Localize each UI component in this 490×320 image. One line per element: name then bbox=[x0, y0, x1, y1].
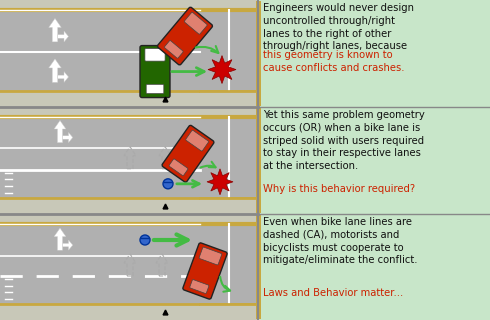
Polygon shape bbox=[63, 132, 73, 143]
FancyBboxPatch shape bbox=[200, 91, 258, 107]
Text: Why is this behavior required?: Why is this behavior required? bbox=[263, 184, 415, 194]
FancyBboxPatch shape bbox=[200, 304, 258, 320]
Text: Even when bike lane lines are
dashed (CA), motorists and
bicyclists must coopera: Even when bike lane lines are dashed (CA… bbox=[263, 217, 417, 265]
Polygon shape bbox=[49, 59, 61, 82]
FancyBboxPatch shape bbox=[140, 45, 170, 98]
FancyBboxPatch shape bbox=[169, 159, 188, 176]
Polygon shape bbox=[208, 56, 236, 84]
FancyBboxPatch shape bbox=[0, 304, 258, 320]
Polygon shape bbox=[58, 72, 69, 82]
FancyBboxPatch shape bbox=[165, 41, 183, 58]
Text: Yet this same problem geometry
occurs (OR) when a bike lane is
striped solid wit: Yet this same problem geometry occurs (O… bbox=[263, 110, 425, 171]
FancyBboxPatch shape bbox=[200, 224, 258, 304]
FancyBboxPatch shape bbox=[0, 214, 258, 224]
Circle shape bbox=[163, 179, 173, 189]
Polygon shape bbox=[54, 228, 66, 250]
FancyBboxPatch shape bbox=[0, 214, 258, 320]
FancyBboxPatch shape bbox=[186, 130, 209, 151]
FancyBboxPatch shape bbox=[0, 107, 258, 117]
FancyBboxPatch shape bbox=[0, 198, 258, 214]
Text: this geometry is known to
cause conflicts and crashes.: this geometry is known to cause conflict… bbox=[263, 50, 405, 73]
FancyBboxPatch shape bbox=[0, 0, 258, 10]
FancyBboxPatch shape bbox=[0, 0, 258, 107]
FancyBboxPatch shape bbox=[184, 12, 207, 34]
FancyBboxPatch shape bbox=[256, 215, 261, 319]
Polygon shape bbox=[207, 169, 233, 195]
FancyBboxPatch shape bbox=[190, 280, 209, 293]
Circle shape bbox=[140, 235, 150, 245]
FancyBboxPatch shape bbox=[199, 247, 222, 265]
FancyBboxPatch shape bbox=[256, 1, 261, 106]
FancyBboxPatch shape bbox=[0, 91, 258, 107]
Polygon shape bbox=[54, 121, 66, 143]
Polygon shape bbox=[49, 19, 61, 42]
FancyBboxPatch shape bbox=[200, 10, 258, 91]
Text: Laws and Behavior matter...: Laws and Behavior matter... bbox=[263, 288, 403, 298]
FancyBboxPatch shape bbox=[200, 198, 258, 214]
FancyBboxPatch shape bbox=[200, 117, 258, 198]
FancyBboxPatch shape bbox=[145, 49, 165, 61]
FancyBboxPatch shape bbox=[146, 84, 164, 93]
Polygon shape bbox=[63, 240, 73, 250]
FancyBboxPatch shape bbox=[0, 107, 258, 214]
FancyBboxPatch shape bbox=[157, 7, 213, 65]
Polygon shape bbox=[58, 31, 69, 42]
FancyBboxPatch shape bbox=[162, 125, 214, 182]
Text: Engineers would never design
uncontrolled through/right
lanes to the right of ot: Engineers would never design uncontrolle… bbox=[263, 3, 414, 52]
FancyBboxPatch shape bbox=[256, 108, 261, 213]
FancyBboxPatch shape bbox=[183, 243, 227, 299]
